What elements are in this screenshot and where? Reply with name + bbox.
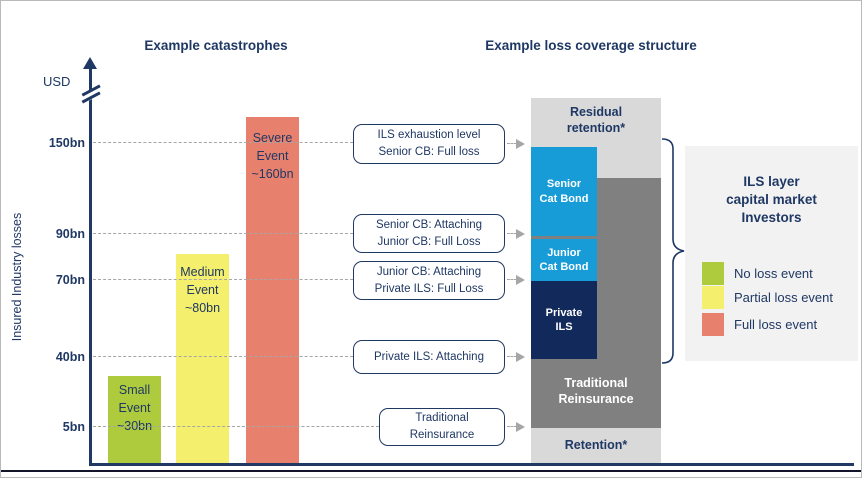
- legend-item-no-loss: No loss event: [702, 262, 813, 285]
- callout-private-attaching: Private ILS: Attaching: [353, 340, 505, 374]
- arrow-dash: [507, 426, 517, 427]
- right-section-title: Example loss coverage structure: [485, 38, 697, 53]
- full-loss-swatch: [702, 313, 724, 336]
- private-ils-box: Private ILS: [531, 281, 597, 359]
- arrow-right-icon: [516, 275, 525, 285]
- tick-150bn: 150bn: [48, 136, 85, 150]
- arrow-right-icon: [516, 139, 525, 149]
- bar-small-event: Small Event ~30bn: [108, 376, 161, 463]
- tick-70bn: 70bn: [55, 273, 85, 287]
- brace-icon: [661, 138, 685, 364]
- investors-panel: ILS layer capital market Investors No lo…: [685, 146, 858, 361]
- investors-title: ILS layer capital market Investors: [726, 174, 817, 226]
- gridline-90bn: [93, 233, 353, 234]
- arrow-right-icon: [516, 352, 525, 362]
- tick-40bn: 40bn: [55, 350, 85, 364]
- arrow-right-icon: [516, 229, 525, 239]
- arrow-right-icon: [516, 422, 525, 432]
- callout-junior-attaching: Junior CB: Attaching Private ILS: Full L…: [353, 261, 505, 300]
- x-axis-line: [89, 463, 854, 466]
- bar-severe-value: ~160bn: [251, 167, 294, 182]
- arrow-dash: [507, 233, 517, 234]
- arrow-dash: [507, 279, 517, 280]
- callout-ils-exhaustion: ILS exhaustion level Senior CB: Full los…: [353, 124, 505, 164]
- bar-medium-label: Medium: [180, 265, 225, 279]
- axis-arrow-up-icon: [83, 57, 97, 69]
- gridline-150bn: [93, 142, 353, 143]
- arrow-dash: [507, 356, 517, 357]
- callout-senior-attaching: Senior CB: Attaching Junior CB: Full Los…: [353, 214, 505, 253]
- legend-item-full-loss: Full loss event: [702, 313, 817, 336]
- retention-box: Retention*: [531, 428, 661, 463]
- bottom-divider-line: [1, 470, 861, 472]
- no-loss-swatch: [702, 262, 724, 285]
- left-section-title: Example catastrophes: [144, 38, 288, 53]
- arrow-dash: [507, 143, 517, 144]
- y-axis-line: [89, 67, 92, 466]
- tick-5bn: 5bn: [62, 420, 85, 434]
- bar-medium-value: ~80bn: [184, 301, 221, 316]
- junior-cat-bond-box: Junior Cat Bond: [531, 239, 597, 281]
- bar-severe-label: Severe: [252, 131, 293, 145]
- axis-unit-label: USD: [43, 74, 71, 89]
- tick-90bn: 90bn: [55, 227, 85, 241]
- senior-cat-bond-box: Senior Cat Bond: [531, 147, 597, 236]
- legend-item-partial-loss: Partial loss event: [702, 286, 833, 309]
- bar-severe-event: Severe Event ~160bn: [246, 117, 299, 463]
- callout-traditional-reinsurance: Traditional Reinsurance: [379, 408, 505, 446]
- gridline-5bn: [93, 426, 379, 427]
- gridline-40bn: [93, 356, 353, 357]
- y-axis-title: Insured Industry losses: [10, 212, 24, 342]
- partial-loss-swatch: [702, 286, 724, 309]
- bar-medium-event: Medium Event ~80bn: [176, 254, 229, 463]
- bar-small-label: Small: [118, 383, 151, 397]
- gridline-70bn: [93, 279, 353, 280]
